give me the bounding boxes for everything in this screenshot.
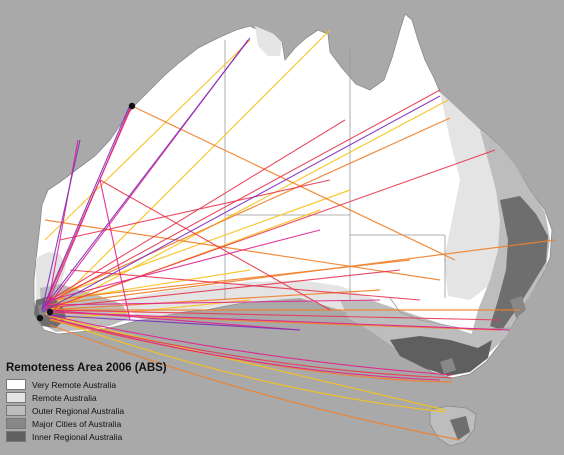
legend-swatch <box>6 431 26 442</box>
legend-title: Remoteness Area 2006 (ABS) <box>6 362 167 374</box>
origin-point-broome <box>128 102 136 110</box>
origin-point-perth <box>46 308 54 316</box>
legend-item-remote: Remote Australia <box>6 391 176 404</box>
legend-swatch <box>6 405 26 416</box>
legend-item-major-cities: Major Cities of Australia <box>6 417 176 430</box>
tasmania-inner <box>450 416 470 440</box>
flow-lines-purple <box>41 37 441 331</box>
flow-lines-yellow <box>44 29 449 413</box>
inner-regional-southeast <box>390 336 492 376</box>
legend-item-very-remote: Very Remote Australia <box>6 378 176 391</box>
remote-region-north <box>255 26 282 56</box>
legend-label: Inner Regional Australia <box>32 431 123 442</box>
inner-regional-east <box>490 196 548 330</box>
legend-label: Very Remote Australia <box>32 379 117 390</box>
legend-label: Major Cities of Australia <box>32 418 122 429</box>
flow-lines-magenta <box>44 39 511 381</box>
major-city-sydney <box>510 296 526 318</box>
legend: Remoteness Area 2006 (ABS) Very Remote A… <box>6 362 176 443</box>
legend-label: Remote Australia <box>32 392 97 403</box>
legend-item-outer-regional: Outer Regional Australia <box>6 404 176 417</box>
legend-swatch <box>6 392 26 403</box>
legend-item-inner-regional: Inner Regional Australia <box>6 430 176 443</box>
flow-lines-red <box>44 89 501 379</box>
legend-swatch <box>6 379 26 390</box>
legend-label: Outer Regional Australia <box>32 405 125 416</box>
origin-point-mandurah <box>36 314 44 322</box>
major-city-melbourne <box>440 358 456 374</box>
legend-swatch <box>6 418 26 429</box>
